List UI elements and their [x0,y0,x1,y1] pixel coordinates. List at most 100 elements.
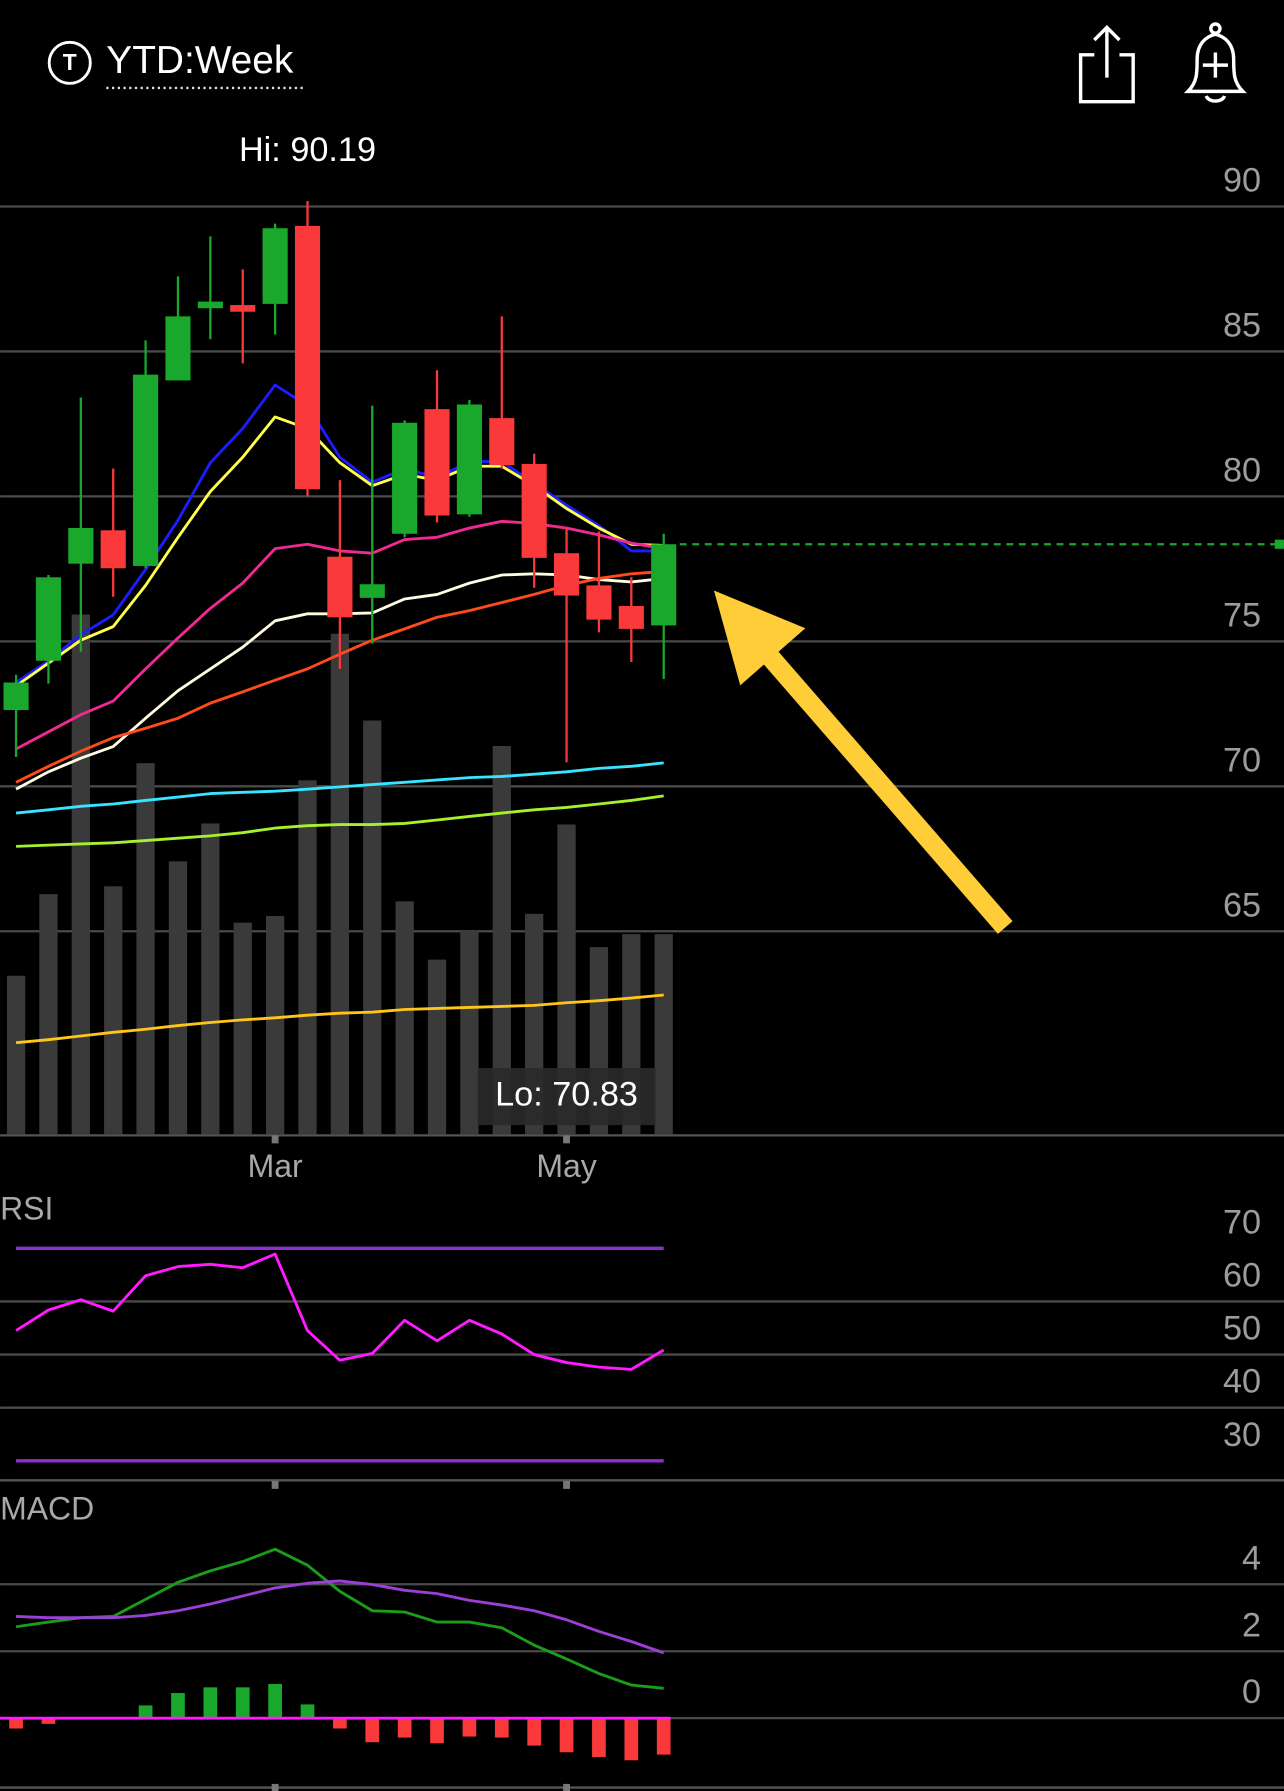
histogram-bar [624,1718,639,1761]
alert-button[interactable] [1183,22,1247,103]
volume-bar [492,746,511,1135]
arrow-shaft [755,642,1013,934]
y-tick-label: 4 [1242,1539,1261,1577]
candle-body [618,605,644,629]
y-tick-label: 0 [1242,1673,1261,1711]
moving-average-line [15,383,664,684]
candle-body [165,316,191,381]
bell-plus [1202,52,1228,78]
histogram-bar [656,1718,671,1755]
high-label: Hi: 90.19 [239,131,376,169]
y-tick-label: 80 [1223,451,1261,489]
arrow-head [713,590,806,686]
moving-average-line [15,761,664,815]
histogram-bar [430,1718,444,1744]
symbol-selector[interactable]: T YTD:Week [47,39,307,90]
y-tick-label: 60 [1223,1257,1261,1295]
y-tick-label: 40 [1223,1363,1261,1401]
candle-body [327,556,353,618]
candle-body [133,374,159,566]
candle-body [294,225,321,490]
volume-bar [363,720,382,1135]
volume-bar [104,886,123,1135]
volume-bar [654,934,673,1135]
histogram-bar [397,1718,412,1738]
candle-body [262,228,288,304]
volume-bar [427,959,447,1135]
volume-bar [39,894,58,1135]
volume-bar [233,922,252,1135]
low-label-box [477,1067,656,1126]
candle-body [230,305,256,312]
x-tick [563,1480,570,1489]
y-tick-label: 30 [1223,1416,1261,1454]
candle-body [651,544,677,626]
panel-title: MACD [0,1491,94,1527]
moving-average-line [15,415,664,688]
volume-bar [6,975,26,1135]
x-tick [271,1783,279,1791]
symbol-icon-letter: T [63,49,77,75]
share-arrow [1093,24,1121,78]
y-tick-label: 70 [1223,1203,1261,1241]
volume-bar [298,780,317,1135]
candle-body [197,301,223,309]
volume-bar [330,633,350,1135]
candle-body [100,530,126,569]
candle-body [35,577,62,661]
y-tick-label: 65 [1223,886,1261,924]
volume-bar [136,763,155,1135]
moving-average-line [16,794,664,848]
histogram-bar [592,1718,606,1757]
volume-bar [460,929,479,1135]
share-button[interactable] [1078,24,1135,104]
volume-bar [557,824,576,1135]
y-tick-label: 85 [1223,306,1261,344]
x-tick [563,1135,570,1144]
x-tick [271,1135,279,1144]
candle-body [392,422,418,534]
histogram-bar [300,1704,315,1719]
y-tick-label: 70 [1223,741,1261,779]
histogram-bar [9,1718,23,1729]
indicator-line [15,1547,664,1690]
histogram-bar [559,1718,574,1753]
indicator-line [15,1252,665,1371]
candle-body [3,682,29,711]
volume-bar [168,861,188,1135]
histogram-bar [235,1687,250,1719]
symbol-icon [47,40,92,85]
histogram-bar [494,1718,509,1738]
volume-bar [201,823,220,1135]
volume-ma-line [15,993,664,1045]
volume-bar [265,915,285,1135]
indicator-line [16,1579,665,1655]
x-tick [271,1480,279,1489]
x-tick-label: Mar [248,1148,303,1184]
y-tick-label: 50 [1223,1310,1261,1348]
candle-body [424,409,450,516]
histogram-bar [527,1718,542,1746]
candle-body [553,553,580,596]
histogram-bar [203,1687,218,1719]
histogram-bar [333,1718,347,1729]
y-tick-label: 2 [1242,1606,1261,1644]
histogram-bar [171,1693,185,1719]
x-tick [563,1783,570,1791]
histogram-bar [138,1705,153,1719]
y-tick-label: 75 [1223,596,1261,634]
share-box [1078,53,1135,104]
panel-title: RSI [0,1191,53,1227]
candle-body [521,463,547,558]
range-title: YTD:Week [106,39,294,82]
histogram-bar [365,1718,380,1743]
candle-body [359,584,385,598]
histogram-bar [41,1718,56,1724]
histogram-bar [268,1684,282,1719]
y-tick-label: 90 [1223,162,1261,200]
volume-bar [71,614,90,1135]
candle-body [489,418,515,466]
